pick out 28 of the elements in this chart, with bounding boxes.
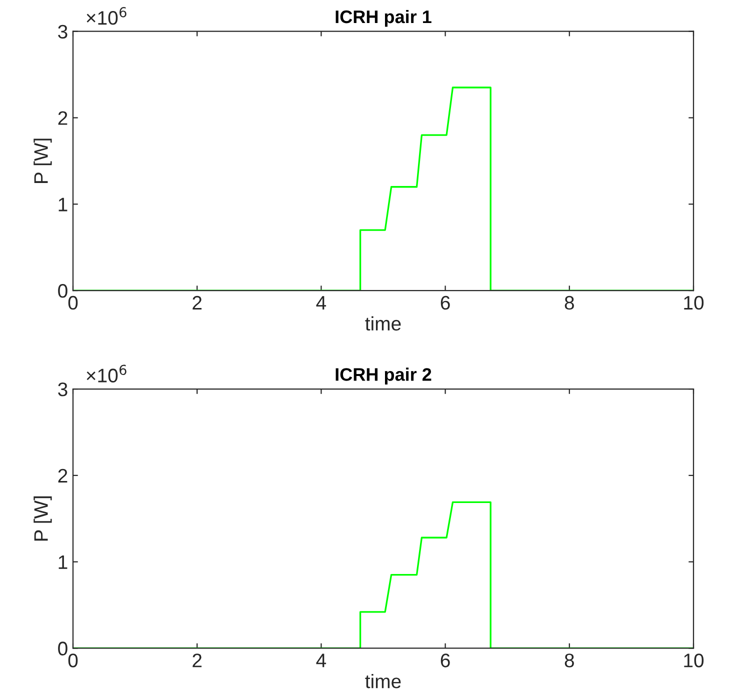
x-axis-title: time xyxy=(365,316,401,331)
chart-title: ICRH pair 2 xyxy=(336,368,432,384)
y-tick-label: 0 xyxy=(58,642,68,656)
y-tick-label: 1 xyxy=(58,198,68,212)
chart-title: ICRH pair 1 xyxy=(336,10,432,27)
y-axis-title: P [W] xyxy=(34,138,52,183)
y-tick-label: 1 xyxy=(58,555,68,569)
text: ×10$^{6}$ xyxy=(86,7,126,25)
text: ×10$^{6}$ xyxy=(86,364,126,382)
x-tick-label: 0 xyxy=(68,654,78,668)
x-tick-label: 4 xyxy=(316,654,326,668)
x-tick-label: 8 xyxy=(564,296,574,310)
x-tick-label: 8 xyxy=(564,654,574,668)
x-tick-label: 10 xyxy=(684,296,704,310)
x-tick-label: 10 xyxy=(684,654,704,668)
y-tick-label: 2 xyxy=(58,111,68,125)
y-tick-label: 2 xyxy=(58,468,68,482)
y-tick-label: 0 xyxy=(58,284,68,298)
x-tick-label: 6 xyxy=(440,296,450,310)
y-tick-label: 3 xyxy=(58,382,68,396)
x-tick-label: 6 xyxy=(440,654,450,668)
x-tick-label: 4 xyxy=(316,296,326,310)
x-tick-label: 2 xyxy=(192,296,202,310)
y-tick-label: 3 xyxy=(58,24,68,39)
y-axis-title: P [W] xyxy=(34,496,52,541)
x-tick-label: 2 xyxy=(192,654,202,668)
x-axis-title: time xyxy=(365,674,401,688)
x-tick-label: 0 xyxy=(68,296,78,310)
